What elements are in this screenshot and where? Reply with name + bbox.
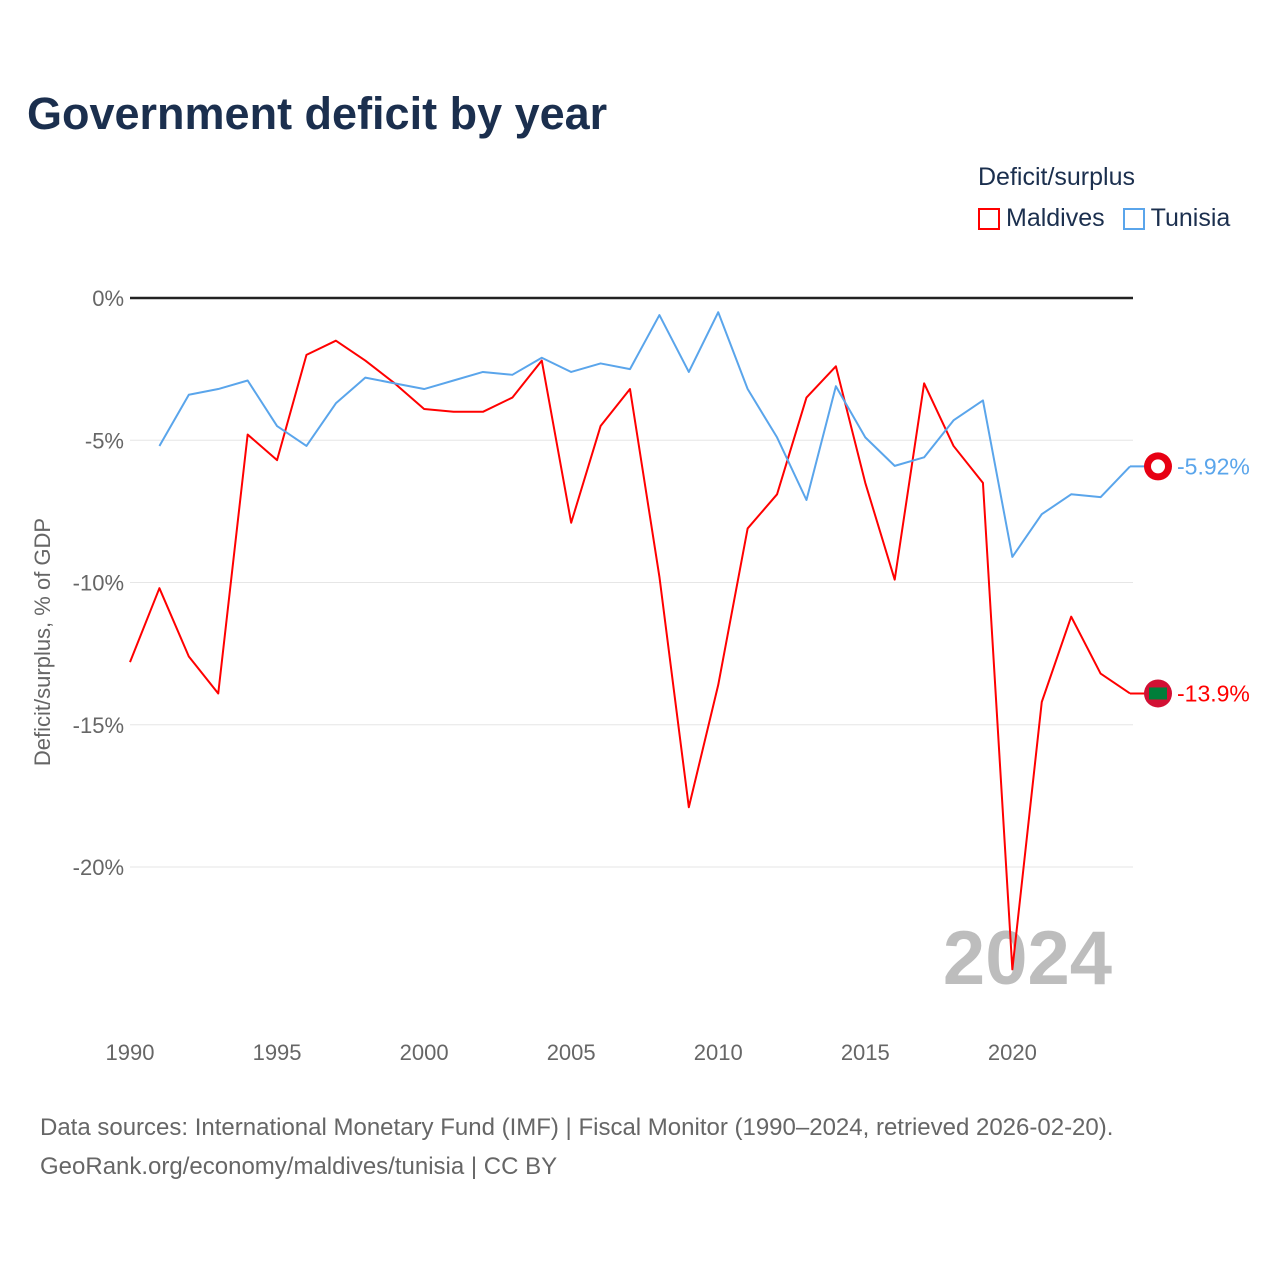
flag-inner xyxy=(1149,687,1167,700)
chart-title: Government deficit by year xyxy=(27,88,608,139)
legend-title: Deficit/surplus xyxy=(978,163,1135,191)
y-tick-label: -5% xyxy=(85,428,124,453)
legend-swatch-maldives xyxy=(978,207,1000,230)
x-tick-label: 1990 xyxy=(106,1040,155,1065)
legend-item-tunisia[interactable]: Tunisia xyxy=(1122,204,1231,233)
y-axis-label: Deficit/surplus, % of GDP xyxy=(30,518,55,766)
legend-label: Tunisia xyxy=(1150,204,1231,232)
legend-swatch-tunisia xyxy=(1122,207,1145,230)
legend-label: Maldives xyxy=(1006,204,1105,232)
end-value-label: -13.9% xyxy=(1177,680,1250,706)
end-value-label: -5.92% xyxy=(1177,453,1250,479)
legend-item-maldives[interactable]: Maldives xyxy=(978,204,1105,233)
y-tick-label: -10% xyxy=(73,571,124,596)
x-tick-label: 2000 xyxy=(400,1040,449,1065)
series-line-maldives xyxy=(129,339,1131,971)
x-tick-label: 1995 xyxy=(253,1040,302,1065)
source-note: Data sources: International Monetary Fun… xyxy=(40,1108,1113,1186)
x-tick-label: 2010 xyxy=(694,1040,743,1065)
y-tick-label: -20% xyxy=(73,855,124,880)
series-line-tunisia xyxy=(158,311,1131,558)
source-line-2[interactable]: GeoRank.org/economy/maldives/tunisia | C… xyxy=(40,1153,558,1180)
source-line-1: Data sources: International Monetary Fun… xyxy=(40,1114,1114,1141)
x-tick-label: 2015 xyxy=(841,1040,890,1065)
y-tick-label: -15% xyxy=(73,713,124,738)
legend: Maldives Tunisia xyxy=(978,204,1230,233)
x-tick-label: 2005 xyxy=(547,1040,596,1065)
flag-inner xyxy=(1151,459,1165,474)
year-watermark: 2024 xyxy=(943,916,1112,1001)
y-tick-label: 0% xyxy=(92,286,124,311)
x-tick-label: 2020 xyxy=(988,1040,1037,1065)
